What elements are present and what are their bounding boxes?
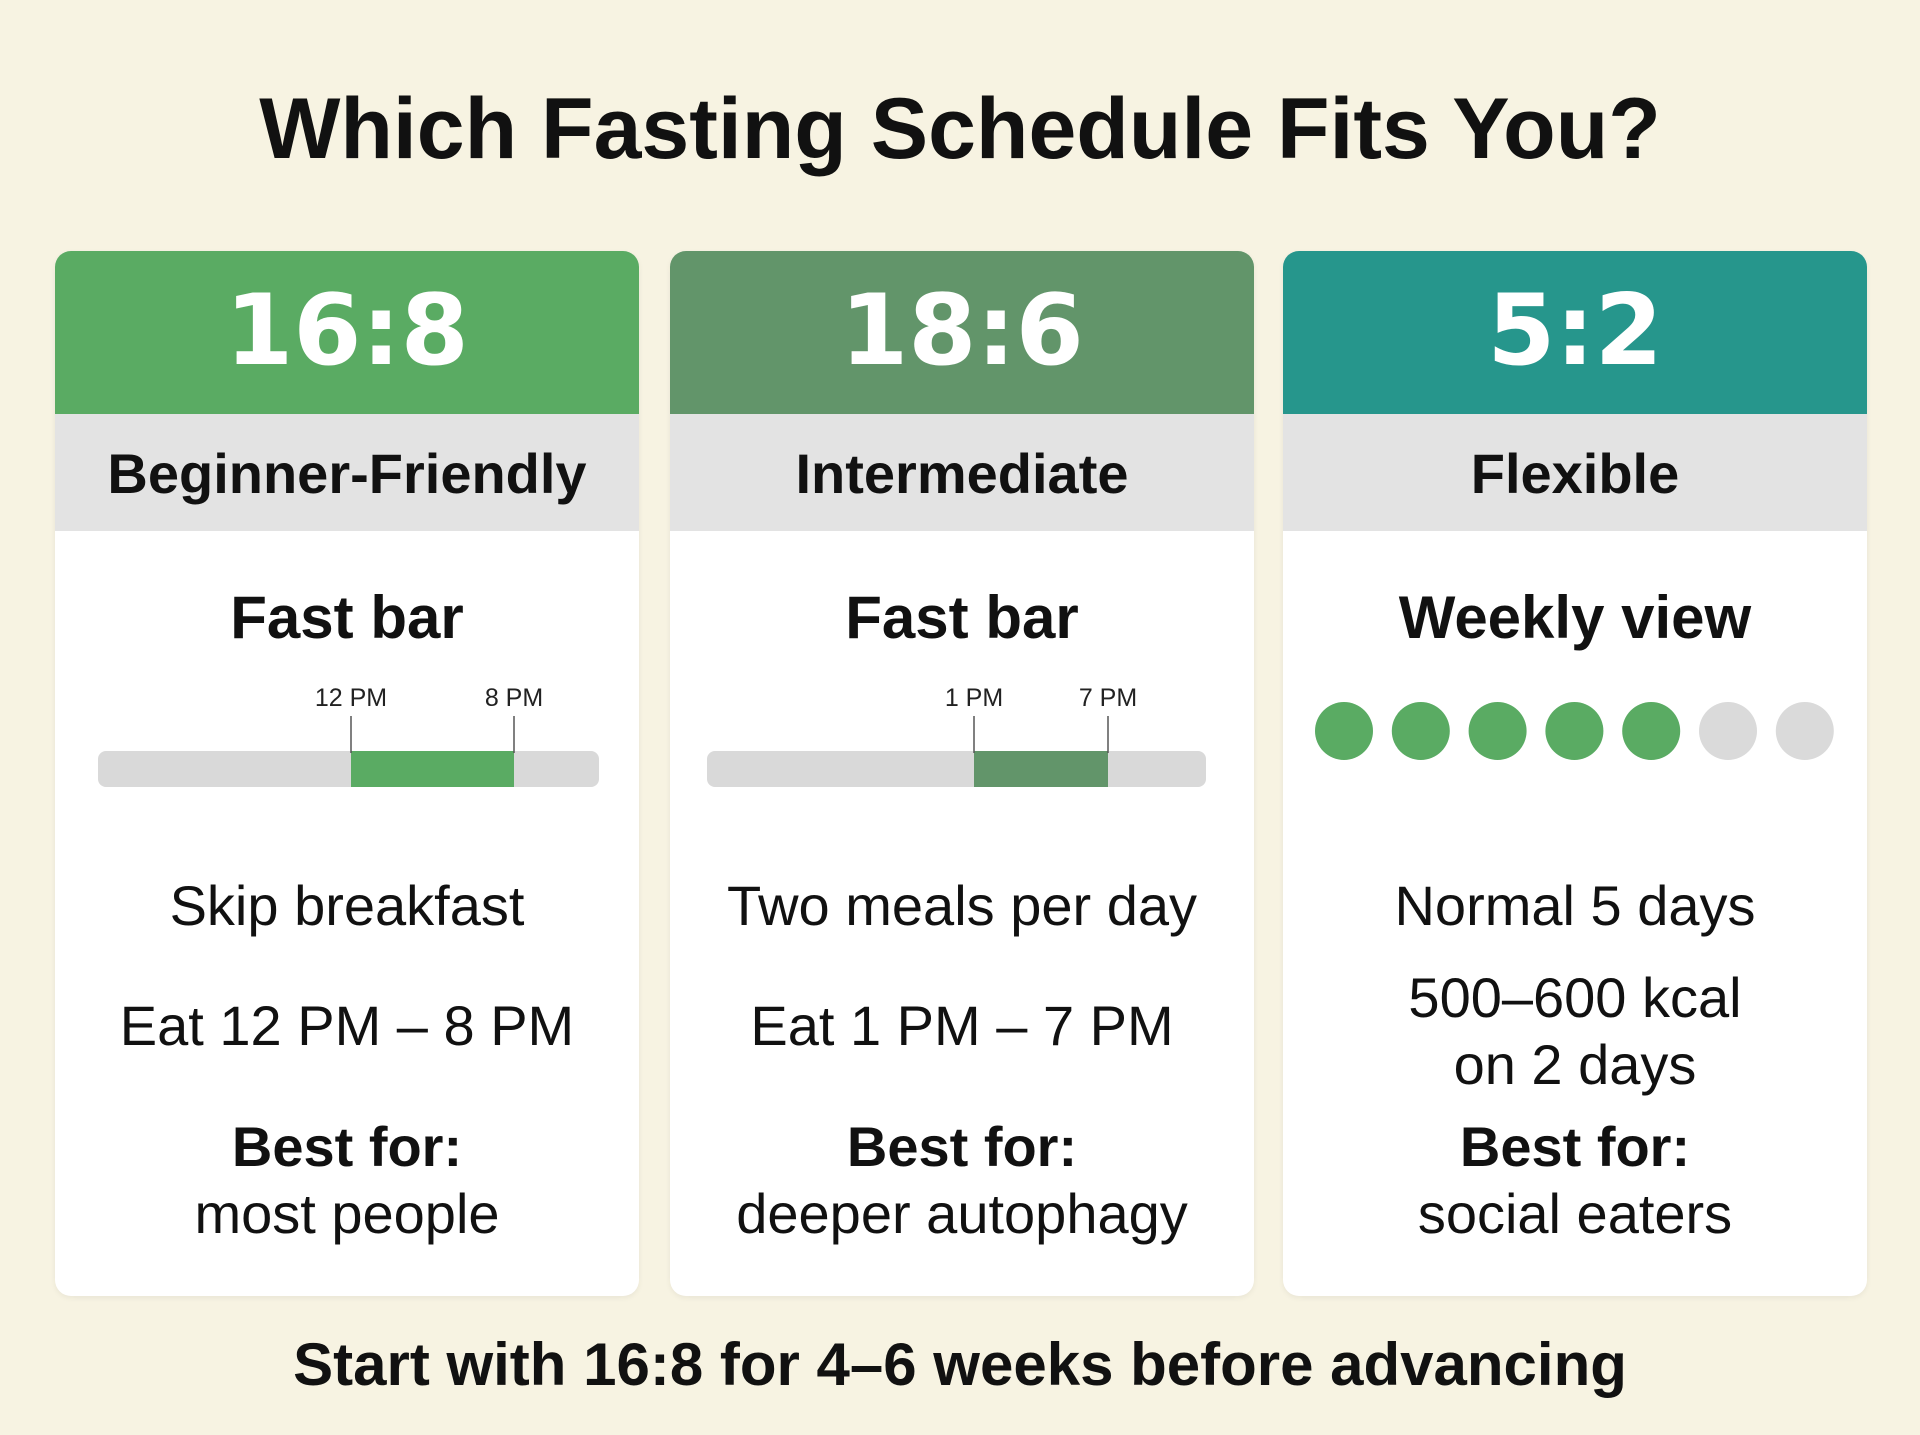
detail-line: Two meals per day	[727, 874, 1197, 937]
day-dot	[1391, 702, 1450, 760]
day-bar	[707, 751, 1206, 787]
window-label: 8 PM	[485, 684, 543, 712]
level: Beginner-Friendly	[107, 442, 587, 505]
schedule-card: 16:8 Beginner-Friendly Fast bar 12 PM 8 PM Sk…	[55, 251, 639, 1296]
ratio: 18:6	[840, 274, 1084, 388]
level-band	[55, 414, 639, 531]
window-label: 12 PM	[315, 684, 387, 712]
level-band	[670, 414, 1254, 531]
best-for-label: Best for:	[1459, 1115, 1691, 1178]
window-label: 1 PM	[945, 684, 1003, 712]
level: Intermediate	[795, 442, 1129, 505]
card-header	[670, 251, 1254, 414]
card-header	[55, 251, 639, 414]
day-dot	[1699, 702, 1757, 760]
eating-window	[351, 751, 514, 787]
day-dot	[1468, 702, 1527, 760]
detail-line: Skip breakfast	[169, 874, 525, 937]
page-title: Which Fasting Schedule Fits You?	[259, 81, 1661, 177]
day-dot	[1315, 702, 1373, 760]
detail-line: on 2 days	[1453, 1033, 1697, 1096]
day-dot	[1775, 702, 1834, 760]
detail-line: Normal 5 days	[1394, 874, 1756, 937]
visual-title: Weekly view	[1398, 584, 1752, 651]
eating-window	[974, 751, 1108, 787]
day-dot	[1622, 702, 1681, 760]
window-label: 7 PM	[1079, 684, 1137, 712]
ratio: 16:8	[225, 274, 469, 388]
ratio: 5:2	[1487, 274, 1663, 388]
visual-title: Fast bar	[230, 584, 464, 651]
card-header	[1283, 251, 1867, 414]
day-dot	[1545, 702, 1604, 760]
level: Flexible	[1470, 442, 1680, 505]
footer-note: Start with 16:8 for 4–6 weeks before adv…	[293, 1331, 1627, 1398]
level-band	[1283, 414, 1867, 531]
schedule-card: 5:2 Flexible Weekly view Normal 5 days 500–6…	[1283, 251, 1867, 1296]
best-for-label: Best for:	[231, 1115, 463, 1178]
best-for-value: social eaters	[1417, 1182, 1733, 1245]
schedule-card: 18:6 Intermediate Fast bar 1 PM 7 PM Two meal…	[670, 251, 1254, 1296]
visual: 12 PM 8 PM	[98, 684, 599, 787]
day-bar	[98, 751, 599, 787]
best-for-value: deeper autophagy	[736, 1182, 1188, 1245]
visual	[1315, 702, 1834, 760]
best-for-label: Best for:	[846, 1115, 1078, 1178]
detail-line: Eat 12 PM – 8 PM	[119, 994, 575, 1057]
visual: 1 PM 7 PM	[707, 684, 1206, 787]
detail-line: 500–600 kcal	[1408, 966, 1742, 1029]
best-for-value: most people	[194, 1182, 500, 1245]
detail-line: Eat 1 PM – 7 PM	[750, 994, 1174, 1057]
visual-title: Fast bar	[845, 584, 1079, 651]
